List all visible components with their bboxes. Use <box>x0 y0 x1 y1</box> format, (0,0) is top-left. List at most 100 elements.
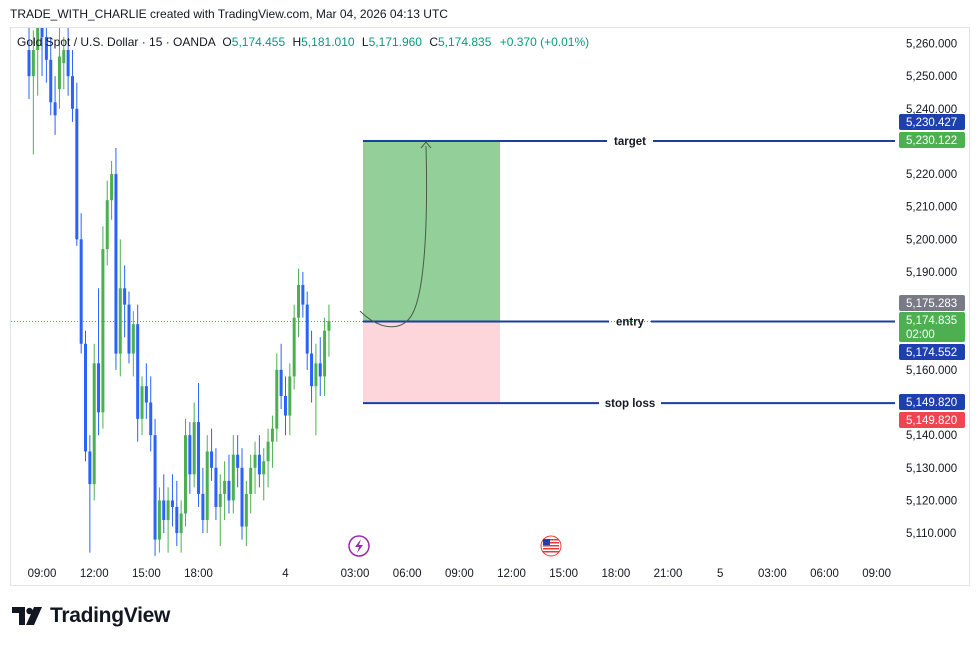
candle <box>318 337 322 396</box>
candle <box>166 487 170 553</box>
candle-body <box>97 363 101 413</box>
candle-body <box>257 454 261 475</box>
stop-zone <box>363 321 500 404</box>
candle <box>57 28 61 109</box>
candle-body <box>179 513 183 534</box>
candle <box>275 353 279 442</box>
candle <box>214 448 218 521</box>
candle <box>201 467 205 534</box>
candle <box>253 441 257 494</box>
x-tick-label: 21:00 <box>654 568 683 580</box>
price-badge-bg <box>899 114 965 130</box>
candle-body <box>175 506 179 534</box>
y-tick-label: 5,160.000 <box>906 365 957 377</box>
candle <box>162 474 166 534</box>
target-zone <box>363 141 500 322</box>
candle <box>197 382 201 507</box>
candle <box>127 291 131 364</box>
candle-body <box>53 102 57 116</box>
candle-body <box>192 422 196 475</box>
ohlc-legend: Gold Spot / U.S. Dollar · 15 · OANDA O5,… <box>17 35 589 49</box>
candle <box>288 363 292 436</box>
x-tick-label: 09:00 <box>445 568 474 580</box>
y-tick-label: 5,240.000 <box>906 104 957 116</box>
high-value: 5,181.010 <box>301 35 355 49</box>
candle-body <box>101 249 105 413</box>
y-tick-label: 5,130.000 <box>906 463 957 475</box>
us-flag-stripe <box>543 542 559 544</box>
candle <box>49 36 53 116</box>
y-tick-label: 5,120.000 <box>906 495 957 507</box>
price-badge: 5,175.283 <box>899 295 965 311</box>
candle <box>188 422 192 494</box>
candle <box>157 487 161 553</box>
price-badge-label: 5,149.820 <box>906 415 957 427</box>
candle-body <box>131 324 135 354</box>
candle-body <box>110 174 114 201</box>
candle <box>36 28 40 96</box>
candle <box>231 435 235 514</box>
chart-caption: TRADE_WITH_CHARLIE created with TradingV… <box>10 7 448 21</box>
candle <box>210 428 214 481</box>
price-badge-label: 5,174.552 <box>906 347 957 359</box>
candle <box>301 271 305 318</box>
candle-body <box>262 461 266 475</box>
y-tick-label: 5,200.000 <box>906 234 957 246</box>
candle-body <box>70 76 74 109</box>
low-label: L <box>361 35 369 49</box>
candle-body <box>292 317 296 377</box>
price-badge-bg <box>899 295 965 311</box>
candle <box>131 311 135 377</box>
candle <box>175 480 179 547</box>
x-tick-label: 5 <box>717 568 723 580</box>
candle <box>149 376 153 452</box>
candle-body <box>197 422 201 494</box>
x-tick-label: 12:00 <box>80 568 109 580</box>
candle-body <box>314 363 318 387</box>
candle <box>44 28 48 83</box>
price-badge-label: 5,175.283 <box>906 298 957 310</box>
price-badge-bg <box>899 312 965 342</box>
candle-body <box>114 174 118 354</box>
candle <box>266 428 270 488</box>
candle <box>153 418 157 556</box>
candle <box>192 402 196 488</box>
candle-body <box>210 451 214 468</box>
candle <box>249 454 253 514</box>
candle-body <box>31 50 35 77</box>
x-tick-label: 03:00 <box>758 568 787 580</box>
candle <box>236 435 240 488</box>
candle <box>179 500 183 553</box>
x-tick-label: 06:00 <box>810 568 839 580</box>
candle <box>144 363 148 419</box>
candle <box>227 454 231 514</box>
x-tick-label: 15:00 <box>549 568 578 580</box>
candle-body <box>62 50 66 64</box>
tradingview-logo-text: TradingView <box>50 604 171 627</box>
candle <box>70 50 74 122</box>
candle <box>79 213 83 354</box>
candle-body <box>283 395 287 416</box>
candle-body <box>44 36 48 60</box>
candle-body <box>36 28 40 51</box>
candle-body <box>297 285 301 318</box>
candle <box>292 304 296 390</box>
candle-body <box>227 480 231 501</box>
price-badge: 5,174.835 02:00 <box>899 312 965 342</box>
candle <box>101 226 105 429</box>
candle <box>118 239 122 377</box>
symbol-title[interactable]: Gold Spot / U.S. Dollar · 15 · OANDA <box>17 35 216 49</box>
x-tick-label: 03:00 <box>341 568 370 580</box>
candle-body <box>201 493 205 521</box>
candle <box>270 415 274 468</box>
price-badge-bg <box>899 412 965 428</box>
tradingview-logo[interactable]: TradingView <box>12 604 170 628</box>
y-tick-label: 5,190.000 <box>906 267 957 279</box>
tradingview-logo-icon <box>12 607 42 625</box>
candle <box>205 435 209 534</box>
candle <box>244 480 248 547</box>
price-chart[interactable]: 5,260.000 5,250.000 5,240.000 5,220.000 5,21… <box>0 0 980 590</box>
stop-loss-label: stop loss <box>605 398 655 410</box>
candle <box>84 330 88 462</box>
x-tick-label: 18:00 <box>601 568 630 580</box>
